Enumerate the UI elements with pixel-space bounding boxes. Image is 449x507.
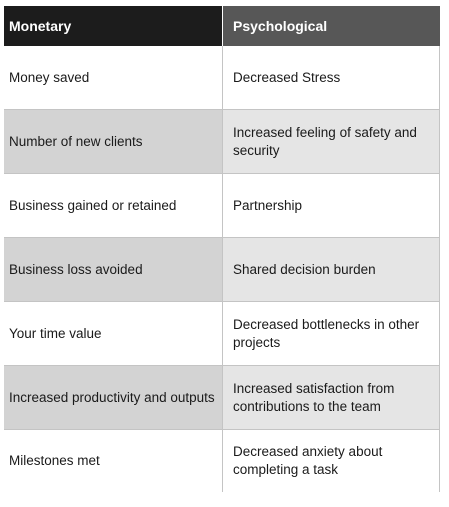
psychological-cell: Decreased Stress xyxy=(222,46,440,110)
table-row: Number of new clients Increased feeling … xyxy=(4,110,440,174)
header-monetary: Monetary xyxy=(4,6,222,46)
psychological-cell: Decreased bottlenecks in other projects xyxy=(222,302,440,366)
monetary-cell: Number of new clients xyxy=(4,110,222,174)
monetary-cell: Business loss avoided xyxy=(4,238,222,302)
comparison-table: Monetary Psychological Money saved Decre… xyxy=(4,6,440,492)
monetary-cell: Increased productivity and outputs xyxy=(4,366,222,430)
table-row: Business loss avoided Shared decision bu… xyxy=(4,238,440,302)
monetary-cell: Milestones met xyxy=(4,430,222,492)
psychological-cell: Decreased anxiety about completing a tas… xyxy=(222,430,440,492)
psychological-cell: Increased satisfaction from contribution… xyxy=(222,366,440,430)
table-row: Your time value Decreased bottlenecks in… xyxy=(4,302,440,366)
table-row: Money saved Decreased Stress xyxy=(4,46,440,110)
table-row: Business gained or retained Partnership xyxy=(4,174,440,238)
monetary-cell: Your time value xyxy=(4,302,222,366)
header-psychological: Psychological xyxy=(222,6,440,46)
psychological-cell: Increased feeling of safety and security xyxy=(222,110,440,174)
table-header-row: Monetary Psychological xyxy=(4,6,440,46)
monetary-cell: Business gained or retained xyxy=(4,174,222,238)
psychological-cell: Partnership xyxy=(222,174,440,238)
monetary-cell: Money saved xyxy=(4,46,222,110)
table-row: Milestones met Decreased anxiety about c… xyxy=(4,430,440,492)
psychological-cell: Shared decision burden xyxy=(222,238,440,302)
table-row: Increased productivity and outputs Incre… xyxy=(4,366,440,430)
